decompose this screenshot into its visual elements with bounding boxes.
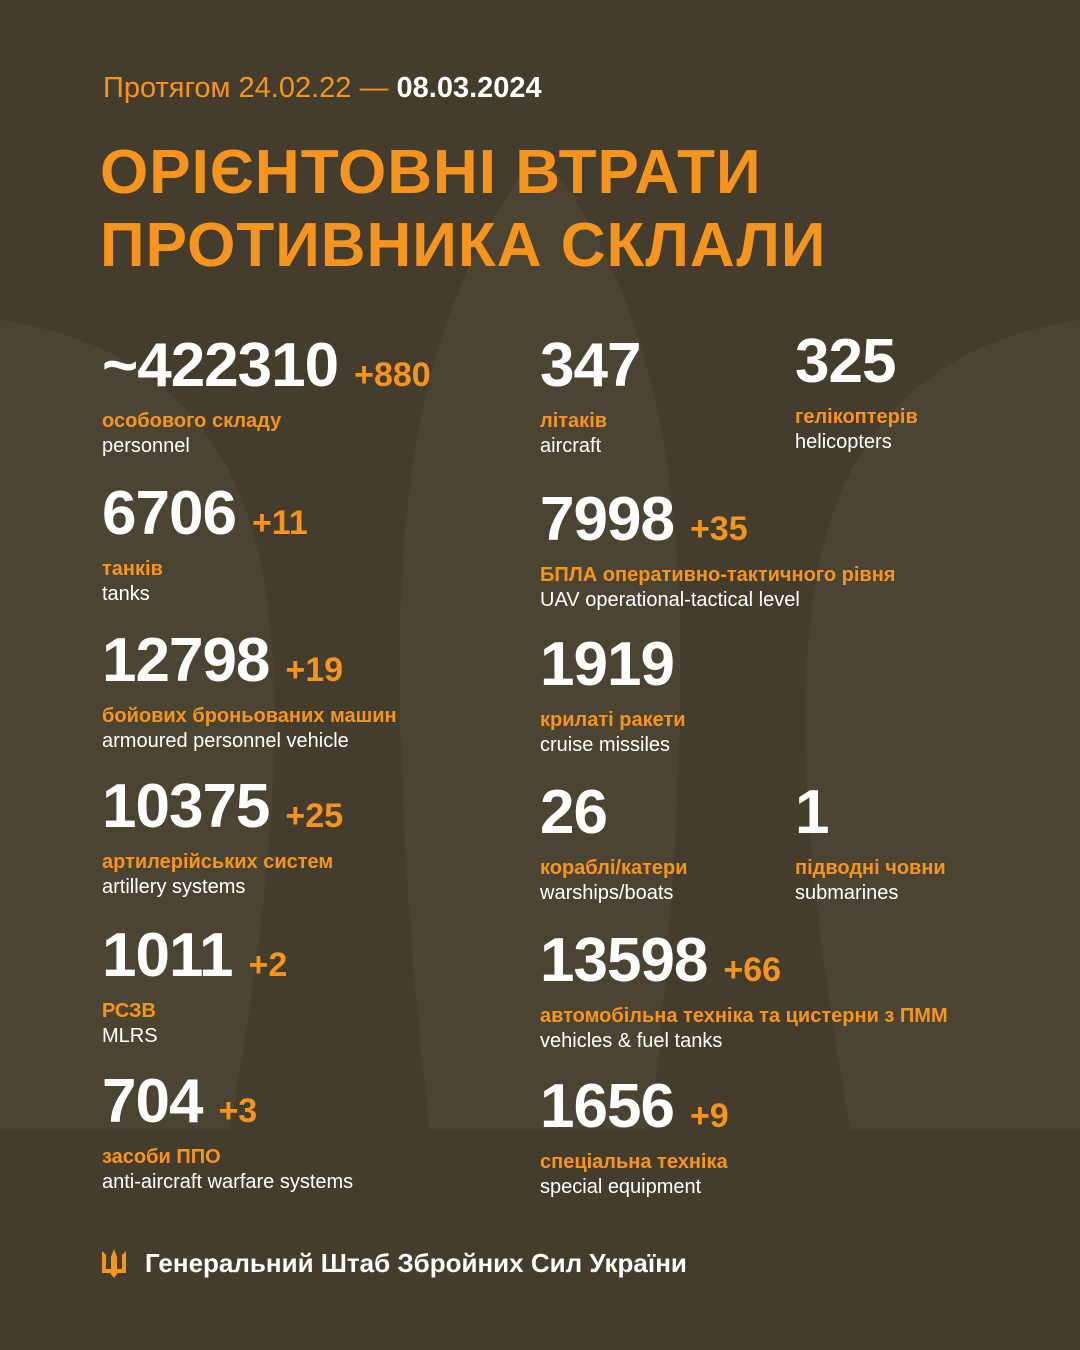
stat-value: 10375 — [102, 772, 270, 841]
stat-row: 13598 +66 — [540, 930, 948, 992]
label-en: vehicles & fuel tanks — [540, 1030, 723, 1052]
stat-row: 1656 +9 — [540, 1076, 729, 1138]
stat-delta: +9 — [689, 1097, 729, 1135]
stat-item: 26 кораблі/катери warships/boats — [540, 782, 688, 906]
stat-value: 1919 — [540, 630, 675, 699]
label-uk: БПЛА оперативно-тактичного рівня — [540, 564, 896, 586]
stat-delta: +35 — [689, 510, 748, 548]
period-range: Протягом 24.02.22 — — [103, 72, 389, 104]
label-uk: кораблі/катери — [540, 857, 688, 879]
label-en: aircraft — [540, 435, 602, 457]
stat-row: 6706 +11 — [102, 483, 308, 545]
stat-value: 26 — [540, 778, 608, 847]
label-uk: бойових броньованих машин — [102, 705, 397, 727]
stat-delta: +880 — [354, 356, 431, 394]
report-date: 08.03.2024 — [396, 72, 542, 104]
stat-value: 704 — [102, 1067, 203, 1136]
stat-item: 12798 +19 бойових броньованих машин armoure… — [102, 630, 397, 754]
label-uk: спеціальна техніка — [540, 1151, 728, 1173]
stat-item: 704 +3 засоби ППО anti-aircraft warfare sys… — [102, 1071, 353, 1195]
label-uk: підводні човни — [795, 857, 946, 879]
stat-row: 7998 +35 — [540, 489, 895, 551]
stat-delta: +3 — [218, 1092, 258, 1130]
period: Протягом 24.02.22 — 08.03.2024 — [103, 70, 542, 106]
stat-row: ~422310 +880 — [102, 335, 431, 397]
title-line: ПРОТИВНИКА СКЛАЛИ — [100, 211, 827, 280]
stat-item: 347 літаків aircraft — [540, 331, 641, 459]
stat-delta: +66 — [723, 951, 782, 989]
label-uk: танків — [102, 558, 163, 580]
stat-value: 12798 — [102, 626, 270, 695]
label-uk: РСЗВ — [102, 1000, 156, 1022]
stat-value: 347 — [540, 331, 641, 400]
stat-item: 1656 +9 спеціальна техніка special equipmen… — [540, 1076, 729, 1200]
label-en: anti-aircraft warfare systems — [102, 1171, 354, 1193]
stat-value: 1 — [795, 778, 829, 847]
stat-item: 325 гелікоптерів helicopters — [795, 331, 918, 455]
stat-value: ~422310 — [102, 331, 339, 400]
label-en: special equipment — [540, 1176, 702, 1198]
label-uk: засоби ППО — [102, 1146, 221, 1168]
label-en: MLRS — [102, 1025, 158, 1047]
label-uk: літаків — [540, 410, 608, 432]
stat-item: 10375 +25 артилерійських систем artillery s… — [102, 776, 343, 900]
stat-delta: +25 — [285, 797, 344, 835]
stat-item: 1919 крилаті ракети cruise missiles — [540, 634, 686, 758]
stat-row: 347 — [540, 331, 641, 400]
stat-item: 7998 +35 БПЛА оперативно-тактичного рівня U… — [540, 489, 895, 613]
stat-value: 7998 — [540, 485, 675, 554]
stat-item: 1 підводні човни submarines — [795, 782, 946, 906]
label-en: cruise missiles — [540, 734, 671, 756]
stat-row: 10375 +25 — [102, 776, 343, 838]
label-en: UAV operational-tactical level — [540, 589, 800, 611]
stat-value: 13598 — [540, 926, 708, 995]
label-uk: гелікоптерів — [795, 406, 918, 428]
stat-value: 325 — [795, 327, 896, 396]
trident-icon — [102, 1249, 126, 1278]
label-uk: крилаті ракети — [540, 709, 686, 731]
stat-value: 6706 — [102, 479, 237, 548]
stat-delta: +2 — [248, 946, 288, 984]
stat-item: 6706 +11 танків tanks — [102, 483, 308, 607]
label-uk: автомобільна техніка та цистерни з ПММ — [540, 1005, 948, 1027]
stat-item: ~422310 +880 особового складу personnel — [102, 335, 431, 459]
stat-row: 26 — [540, 782, 688, 844]
stat-item: 1011 +2 РСЗВ MLRS — [102, 925, 287, 1049]
stat-delta: +19 — [285, 651, 344, 689]
stat-row: 12798 +19 — [102, 630, 397, 692]
stat-value: 1011 — [102, 921, 234, 990]
stat-row: 325 — [795, 331, 918, 393]
label-en: personnel — [102, 435, 190, 457]
stat-row: 1011 +2 — [102, 925, 287, 987]
stat-row: 1 — [795, 782, 946, 844]
label-en: tanks — [102, 583, 150, 605]
stat-row: 1919 — [540, 634, 686, 696]
footer: Генеральний Штаб Збройних Сил України — [145, 1248, 687, 1278]
stat-item: 13598 +66 автомобільна техніка та цистерни… — [540, 930, 948, 1054]
label-en: artillery systems — [102, 876, 246, 898]
label-en: helicopters — [795, 431, 892, 453]
label-uk: артилерійських систем — [102, 851, 334, 873]
label-en: submarines — [795, 882, 899, 904]
label-en: armoured personnel vehicle — [102, 730, 349, 752]
title-line: ОРІЄНТОВНІ ВТРАТИ — [100, 138, 762, 207]
stat-row: 704 +3 — [102, 1071, 353, 1133]
stat-delta: +11 — [251, 504, 308, 542]
label-uk: особового складу — [102, 410, 282, 432]
label-en: warships/boats — [540, 882, 674, 904]
stat-value: 1656 — [540, 1072, 675, 1141]
